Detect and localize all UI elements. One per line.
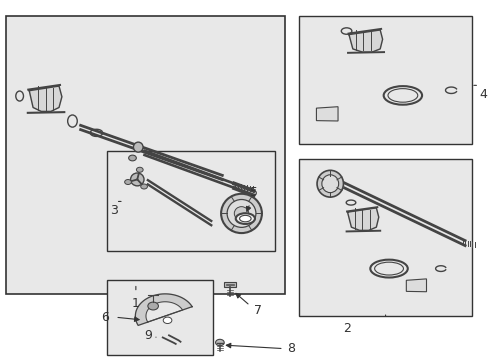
Ellipse shape — [321, 175, 338, 193]
Circle shape — [163, 317, 171, 324]
Ellipse shape — [239, 215, 251, 222]
Ellipse shape — [130, 173, 144, 186]
FancyBboxPatch shape — [299, 158, 471, 316]
Polygon shape — [406, 279, 426, 292]
Ellipse shape — [235, 213, 254, 224]
FancyBboxPatch shape — [299, 16, 471, 144]
Text: 6: 6 — [102, 311, 109, 324]
Text: 2: 2 — [343, 322, 350, 335]
Ellipse shape — [221, 194, 262, 233]
Polygon shape — [135, 294, 192, 325]
Text: 4: 4 — [478, 88, 486, 101]
Text: 8: 8 — [286, 342, 295, 355]
Circle shape — [215, 339, 224, 346]
Circle shape — [141, 184, 147, 189]
Circle shape — [124, 180, 131, 185]
Text: 3: 3 — [110, 204, 118, 217]
Circle shape — [128, 155, 136, 161]
Polygon shape — [29, 86, 62, 111]
Ellipse shape — [234, 207, 248, 220]
Circle shape — [136, 167, 143, 172]
FancyBboxPatch shape — [107, 152, 275, 251]
Polygon shape — [347, 208, 378, 230]
Polygon shape — [316, 107, 337, 121]
FancyBboxPatch shape — [107, 280, 212, 355]
FancyBboxPatch shape — [6, 16, 284, 294]
Text: 1: 1 — [132, 297, 140, 310]
Text: 5: 5 — [249, 186, 257, 199]
Text: 9: 9 — [143, 329, 151, 342]
Bar — [224, 282, 235, 287]
Text: 7: 7 — [253, 304, 261, 317]
Ellipse shape — [316, 170, 343, 197]
Circle shape — [147, 302, 158, 310]
Polygon shape — [348, 30, 382, 52]
Ellipse shape — [226, 199, 255, 228]
Ellipse shape — [133, 142, 143, 152]
